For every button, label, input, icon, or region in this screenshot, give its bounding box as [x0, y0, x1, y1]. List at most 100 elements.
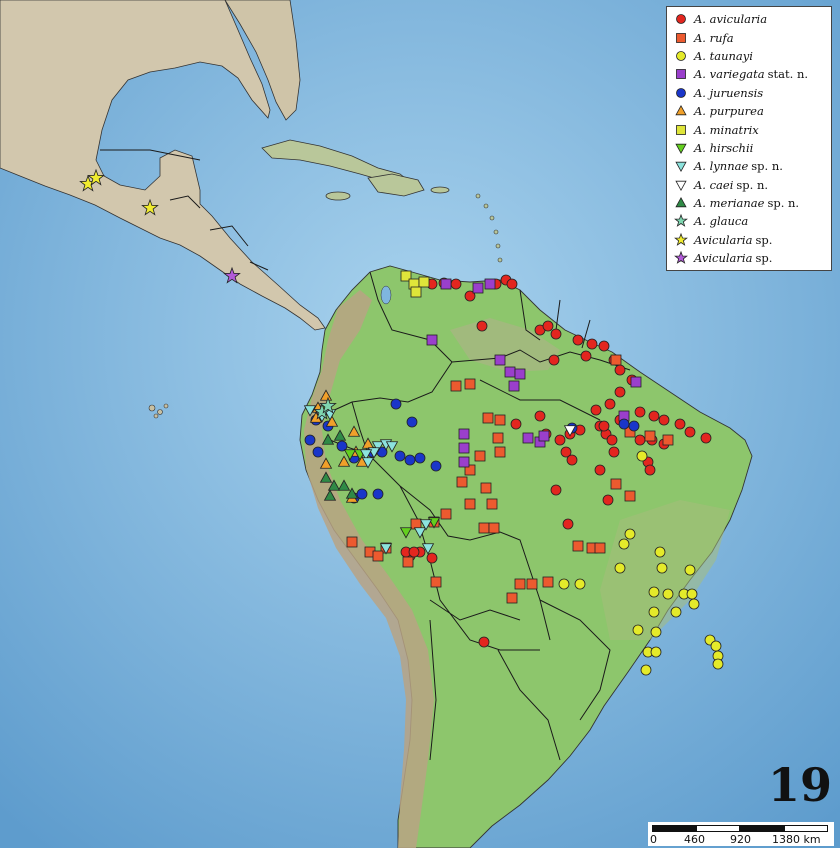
legend-species-name: A. lynnae — [694, 159, 749, 174]
occurrence-square-marker — [458, 456, 470, 468]
square-marker-icon — [676, 32, 686, 43]
scale-label-1: 460 — [684, 833, 705, 846]
occurrence-circle-marker — [700, 432, 712, 444]
occurrence-circle-marker — [464, 290, 476, 302]
occurrence-circle-marker — [550, 484, 562, 496]
occurrence-square-marker — [400, 270, 412, 282]
legend-item: A. variegata stat. n. — [673, 65, 826, 83]
occurrence-square-marker — [526, 578, 538, 590]
occurrence-triangle-up-marker — [347, 425, 361, 437]
occurrence-circle-marker — [390, 398, 402, 410]
occurrence-circle-marker — [686, 588, 698, 600]
occurrence-square-marker — [440, 278, 452, 290]
legend-status-suffix: sp. n. — [736, 177, 769, 192]
occurrence-triangle-up-marker — [319, 471, 333, 483]
occurrence-circle-marker — [654, 546, 666, 558]
circle-marker-icon — [676, 51, 686, 61]
jamaica — [325, 191, 351, 201]
scale-segment-2 — [696, 825, 740, 832]
occurrence-circle-marker — [304, 434, 316, 446]
occurrence-triangle-down-marker — [379, 543, 393, 555]
occurrence-circle-marker — [372, 488, 384, 500]
occurrence-circle-marker — [408, 546, 420, 558]
lesser-antilles — [475, 193, 503, 263]
legend-item: A. juruensis — [673, 84, 826, 102]
occurrence-square-marker — [572, 540, 584, 552]
square-marker-icon — [676, 69, 686, 80]
lake-maracaibo — [380, 285, 392, 305]
occurrence-circle-marker — [562, 518, 574, 530]
legend-item: A. lynnae sp. n. — [673, 157, 826, 175]
occurrence-square-marker — [508, 380, 520, 392]
occurrence-square-marker — [450, 380, 462, 392]
galapagos-islands — [148, 403, 169, 419]
occurrence-star-marker — [319, 396, 337, 414]
triangle-up-marker-icon — [675, 197, 687, 208]
occurrence-circle-marker — [648, 586, 660, 598]
occurrence-circle-marker — [604, 398, 616, 410]
scale-label-0: 0 — [650, 833, 657, 846]
occurrence-circle-marker — [312, 446, 324, 458]
legend-species-name: Avicularia — [694, 232, 753, 247]
occurrence-triangle-down-marker — [563, 425, 577, 437]
legend-species-name: A. purpurea — [694, 104, 764, 119]
occurrence-circle-marker — [394, 450, 406, 462]
occurrence-circle-marker — [712, 658, 724, 670]
scale-label-2: 920 — [730, 833, 751, 846]
legend-species-name: A. avicularia — [694, 12, 768, 27]
occurrence-circle-marker — [574, 578, 586, 590]
occurrence-circle-marker — [670, 606, 682, 618]
occurrence-circle-marker — [634, 434, 646, 446]
occurrence-circle-marker — [614, 386, 626, 398]
occurrence-square-marker — [426, 334, 438, 346]
occurrence-square-marker — [458, 442, 470, 454]
occurrence-triangle-up-marker — [319, 389, 333, 401]
andes-mountains — [304, 290, 434, 848]
legend-species-name: Avicularia — [694, 251, 753, 266]
occurrence-square-marker — [488, 522, 500, 534]
occurrence-markers — [79, 168, 724, 676]
occurrence-circle-marker — [624, 528, 636, 540]
occurrence-triangle-down-marker — [385, 441, 399, 453]
occurrence-square-marker — [482, 412, 494, 424]
occurrence-triangle-down-marker — [361, 457, 375, 469]
occurrence-circle-marker — [590, 404, 602, 416]
occurrence-square-marker — [538, 430, 550, 442]
occurrence-circle-marker — [632, 624, 644, 636]
occurrence-circle-marker — [406, 416, 418, 428]
occurrence-triangle-up-marker — [327, 479, 341, 491]
occurrence-triangle-up-marker — [319, 457, 333, 469]
occurrence-square-marker — [506, 592, 518, 604]
occurrence-square-marker — [402, 556, 414, 568]
legend-species-name: A. glauca — [694, 214, 749, 229]
occurrence-circle-marker — [636, 450, 648, 462]
occurrence-square-marker — [486, 498, 498, 510]
occurrence-star-marker — [87, 168, 105, 186]
scale-segment-4 — [784, 825, 828, 832]
occurrence-square-marker — [478, 522, 490, 534]
scale-segment-1 — [652, 825, 696, 832]
occurrence-circle-marker — [614, 364, 626, 376]
guiana-highlands — [450, 318, 560, 372]
occurrence-triangle-up-marker — [323, 489, 337, 501]
triangle-down-marker-icon — [675, 162, 687, 173]
star-marker-icon — [674, 251, 688, 265]
figure-number: 19 — [768, 758, 833, 812]
legend-species-name: A. caei — [694, 177, 734, 192]
legend-item: A. purpurea — [673, 102, 826, 120]
legend-status-suffix: sp. n. — [751, 159, 783, 174]
occurrence-circle-marker — [634, 406, 646, 418]
occurrence-square-marker — [610, 478, 622, 490]
occurrence-triangle-up-marker — [325, 415, 339, 427]
occurrence-circle-marker — [560, 446, 572, 458]
legend-status-suffix: sp. n. — [767, 196, 800, 211]
occurrence-square-marker — [480, 482, 492, 494]
occurrence-triangle-down-marker — [421, 543, 435, 555]
occurrence-square-marker — [514, 578, 526, 590]
occurrence-circle-marker — [542, 320, 554, 332]
occurrence-circle-marker — [478, 636, 490, 648]
occurrence-circle-marker — [684, 564, 696, 576]
occurrence-circle-marker — [356, 488, 368, 500]
occurrence-circle-marker — [606, 434, 618, 446]
